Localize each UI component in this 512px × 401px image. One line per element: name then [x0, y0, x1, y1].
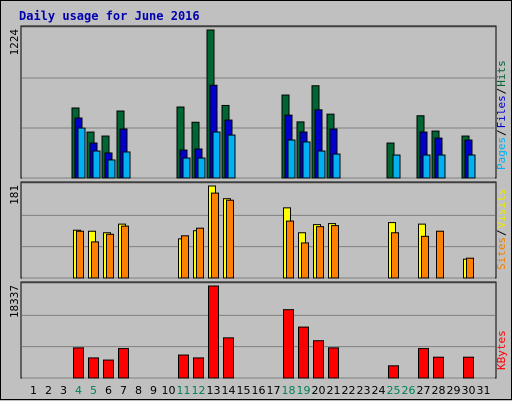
x-tick-label-11: 11 — [177, 384, 191, 397]
x-tick-label-15: 15 — [237, 384, 251, 397]
x-tick-label-3: 3 — [60, 384, 67, 397]
x-tick-label-8: 8 — [135, 384, 142, 397]
bar-kbytes-day-25 — [388, 365, 399, 379]
x-tick-label-17: 17 — [267, 384, 281, 397]
x-tick-label-27: 27 — [417, 384, 431, 397]
bar-pages-day-11 — [182, 157, 191, 179]
bar-kbytes-day-27 — [418, 348, 429, 379]
chart-title: Daily usage for June 2016 — [19, 9, 200, 23]
ymax-label-bottom: 18337 — [8, 285, 21, 318]
x-tick-label-28: 28 — [432, 384, 446, 397]
bar-kbytes-day-28 — [433, 356, 444, 379]
x-tick-label-13: 13 — [207, 384, 221, 397]
bar-kbytes-day-14 — [223, 337, 234, 379]
bar-sites-day-5 — [91, 241, 99, 279]
bar-sites-day-28 — [436, 230, 444, 279]
bar-sites-day-6 — [106, 233, 114, 279]
x-tick-label-18: 18 — [282, 384, 296, 397]
legend-separator: / — [495, 229, 508, 236]
bar-pages-day-5 — [92, 150, 101, 179]
bar-kbytes-day-6 — [103, 359, 114, 379]
bar-pages-day-13 — [212, 131, 221, 179]
bar-kbytes-day-19 — [298, 326, 309, 379]
bar-sites-day-30 — [466, 257, 474, 279]
x-tick-label-7: 7 — [120, 384, 127, 397]
ymax-label-top: 1224 — [8, 29, 21, 56]
x-tick-label-21: 21 — [327, 384, 341, 397]
bar-sites-day-21 — [331, 225, 339, 279]
bar-sites-day-4 — [76, 230, 84, 279]
x-tick-label-26: 26 — [402, 384, 416, 397]
bar-pages-day-21 — [332, 153, 341, 179]
x-tick-label-22: 22 — [342, 384, 356, 397]
x-tick-label-4: 4 — [75, 384, 82, 397]
bar-kbytes-day-30 — [463, 356, 474, 379]
bar-kbytes-day-20 — [313, 340, 324, 379]
bar-pages-day-14 — [227, 134, 236, 179]
x-tick-label-16: 16 — [252, 384, 266, 397]
bar-pages-day-4 — [77, 127, 86, 179]
bar-kbytes-day-7 — [118, 348, 129, 379]
legend-pages: Pages — [495, 137, 508, 170]
bar-pages-day-18 — [287, 139, 296, 179]
legend-separator: / — [495, 88, 508, 95]
x-tick-label-1: 1 — [30, 384, 37, 397]
x-tick-label-29: 29 — [447, 384, 461, 397]
x-tick-label-24: 24 — [372, 384, 386, 397]
bar-sites-day-25 — [391, 232, 399, 279]
bar-kbytes-day-21 — [328, 347, 339, 379]
bar-sites-day-20 — [316, 226, 324, 279]
bar-kbytes-day-5 — [88, 357, 99, 379]
bar-pages-day-25 — [392, 154, 401, 179]
bar-sites-day-7 — [121, 225, 129, 279]
x-tick-label-30: 30 — [462, 384, 476, 397]
bar-kbytes-day-13 — [208, 285, 219, 379]
bar-sites-day-19 — [301, 242, 309, 279]
x-tick-label-9: 9 — [150, 384, 157, 397]
legend-hits: Hits — [495, 60, 508, 87]
bar-sites-day-14 — [226, 199, 234, 279]
x-tick-label-20: 20 — [312, 384, 326, 397]
legend-separator: / — [495, 129, 508, 136]
x-tick-label-2: 2 — [45, 384, 52, 397]
bar-kbytes-day-4 — [73, 347, 84, 379]
bar-sites-day-12 — [196, 227, 204, 279]
bar-pages-day-6 — [107, 159, 116, 179]
bar-kbytes-day-11 — [178, 354, 189, 379]
legend-visits: Visits — [495, 189, 508, 229]
bar-pages-day-7 — [122, 151, 131, 179]
panel-middle — [20, 181, 497, 279]
bar-pages-day-12 — [197, 157, 206, 179]
bar-pages-day-20 — [317, 150, 326, 179]
bar-kbytes-day-12 — [193, 357, 204, 379]
bar-pages-day-19 — [302, 141, 311, 179]
bar-sites-day-11 — [181, 235, 189, 279]
panel-bottom — [20, 281, 497, 379]
bar-kbytes-day-18 — [283, 309, 294, 379]
x-tick-label-10: 10 — [162, 384, 176, 397]
bar-sites-day-27 — [421, 235, 429, 279]
x-tick-label-6: 6 — [105, 384, 112, 397]
x-tick-label-25: 25 — [387, 384, 401, 397]
x-tick-label-5: 5 — [90, 384, 97, 397]
x-tick-label-19: 19 — [297, 384, 311, 397]
x-tick-label-31: 31 — [477, 384, 491, 397]
legend-files: Files — [495, 95, 508, 128]
x-tick-label-12: 12 — [192, 384, 206, 397]
x-tick-label-14: 14 — [222, 384, 236, 397]
legend-sites: Sites — [495, 237, 508, 270]
ymax-label-middle: 181 — [8, 185, 21, 205]
bar-sites-day-18 — [286, 220, 294, 279]
bar-sites-day-13 — [211, 192, 219, 279]
bar-pages-day-30 — [467, 154, 476, 179]
bar-pages-day-28 — [437, 154, 446, 179]
legend-kbytes: KBytes — [495, 330, 508, 370]
bar-pages-day-27 — [422, 154, 431, 179]
x-tick-label-23: 23 — [357, 384, 371, 397]
